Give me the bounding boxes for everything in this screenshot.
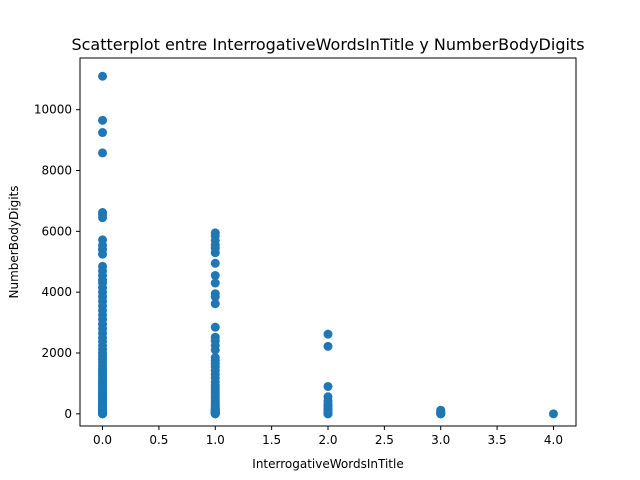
scatter-points xyxy=(98,71,558,419)
data-point xyxy=(98,115,108,125)
y-tick-label: 8000 xyxy=(41,164,72,178)
x-tick-label: 3.5 xyxy=(488,433,507,447)
data-point xyxy=(210,248,220,258)
x-tick-label: 0.0 xyxy=(93,433,112,447)
data-point xyxy=(210,345,220,355)
data-point xyxy=(323,329,333,339)
y-axis-label: NumberBodyDigits xyxy=(7,186,21,299)
x-tick-label: 4.0 xyxy=(544,433,563,447)
data-point xyxy=(98,213,108,223)
data-point xyxy=(210,270,220,280)
x-tick-label: 2.0 xyxy=(318,433,337,447)
data-point xyxy=(323,381,333,391)
data-point xyxy=(98,249,108,259)
data-point xyxy=(210,322,220,332)
x-tick-label: 1.0 xyxy=(206,433,225,447)
data-point xyxy=(98,403,108,413)
data-point xyxy=(436,409,446,419)
x-tick-label: 2.5 xyxy=(375,433,394,447)
y-tick-label: 10000 xyxy=(34,103,72,117)
y-tick-label: 2000 xyxy=(41,346,72,360)
data-point xyxy=(210,404,220,414)
x-axis-label: InterrogativeWordsInTitle xyxy=(252,457,403,471)
data-point xyxy=(98,148,108,158)
data-point xyxy=(210,258,220,268)
data-point xyxy=(323,341,333,351)
data-point xyxy=(548,409,558,419)
data-point xyxy=(210,292,220,302)
data-point xyxy=(210,278,220,288)
x-tick-label: 3.0 xyxy=(431,433,450,447)
data-point xyxy=(98,128,108,138)
y-tick-label: 4000 xyxy=(41,285,72,299)
data-point xyxy=(210,299,220,309)
x-tick-label: 0.5 xyxy=(149,433,168,447)
x-tick-label: 1.5 xyxy=(262,433,281,447)
data-point xyxy=(323,408,333,418)
y-tick-label: 0 xyxy=(64,407,72,421)
data-point xyxy=(98,71,108,81)
x-axis: 0.0 0.5 1.0 1.5 2.0 2.5 3.0 3.5 4.0 xyxy=(93,426,563,447)
y-axis: 0 2000 4000 6000 8000 10000 xyxy=(34,103,80,421)
chart-title: Scatterplot entre InterrogativeWordsInTi… xyxy=(71,35,584,54)
y-tick-label: 6000 xyxy=(41,224,72,238)
